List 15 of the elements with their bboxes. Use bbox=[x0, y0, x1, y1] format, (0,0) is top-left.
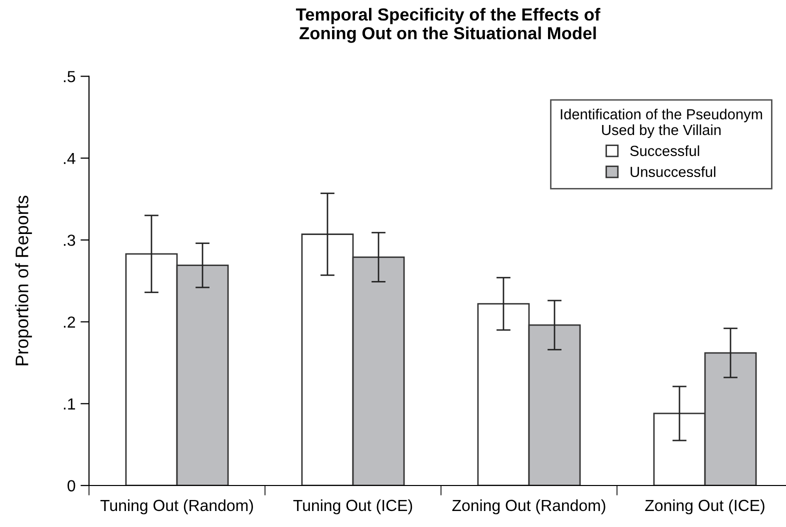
x-tick-label: Zoning Out (ICE) bbox=[645, 499, 764, 514]
y-tick-label: .3 bbox=[64, 234, 76, 246]
x-tick-label: Tuning Out (Random) bbox=[100, 499, 253, 514]
y-tick-label: .2 bbox=[64, 316, 76, 328]
y-tick-label: .5 bbox=[64, 71, 76, 82]
x-tick-label: Tuning Out (ICE) bbox=[293, 499, 412, 514]
y-tick-label: .4 bbox=[64, 152, 76, 164]
chart-title: Temporal Specificity of the Effects of Zoning Out on the Situational Model bbox=[296, 8, 600, 43]
legend-title: Identification of the Pseudonym Used by the Villain bbox=[560, 108, 762, 138]
y-axis-title: Proportion of Reports bbox=[15, 196, 32, 366]
legend-label: Unsuccessful bbox=[630, 166, 716, 178]
y-tick-label: .1 bbox=[64, 398, 76, 410]
x-tick-label: Zoning Out (Random) bbox=[452, 499, 606, 514]
y-tick-label: 0 bbox=[68, 480, 76, 492]
legend-label: Successful bbox=[630, 145, 700, 156]
